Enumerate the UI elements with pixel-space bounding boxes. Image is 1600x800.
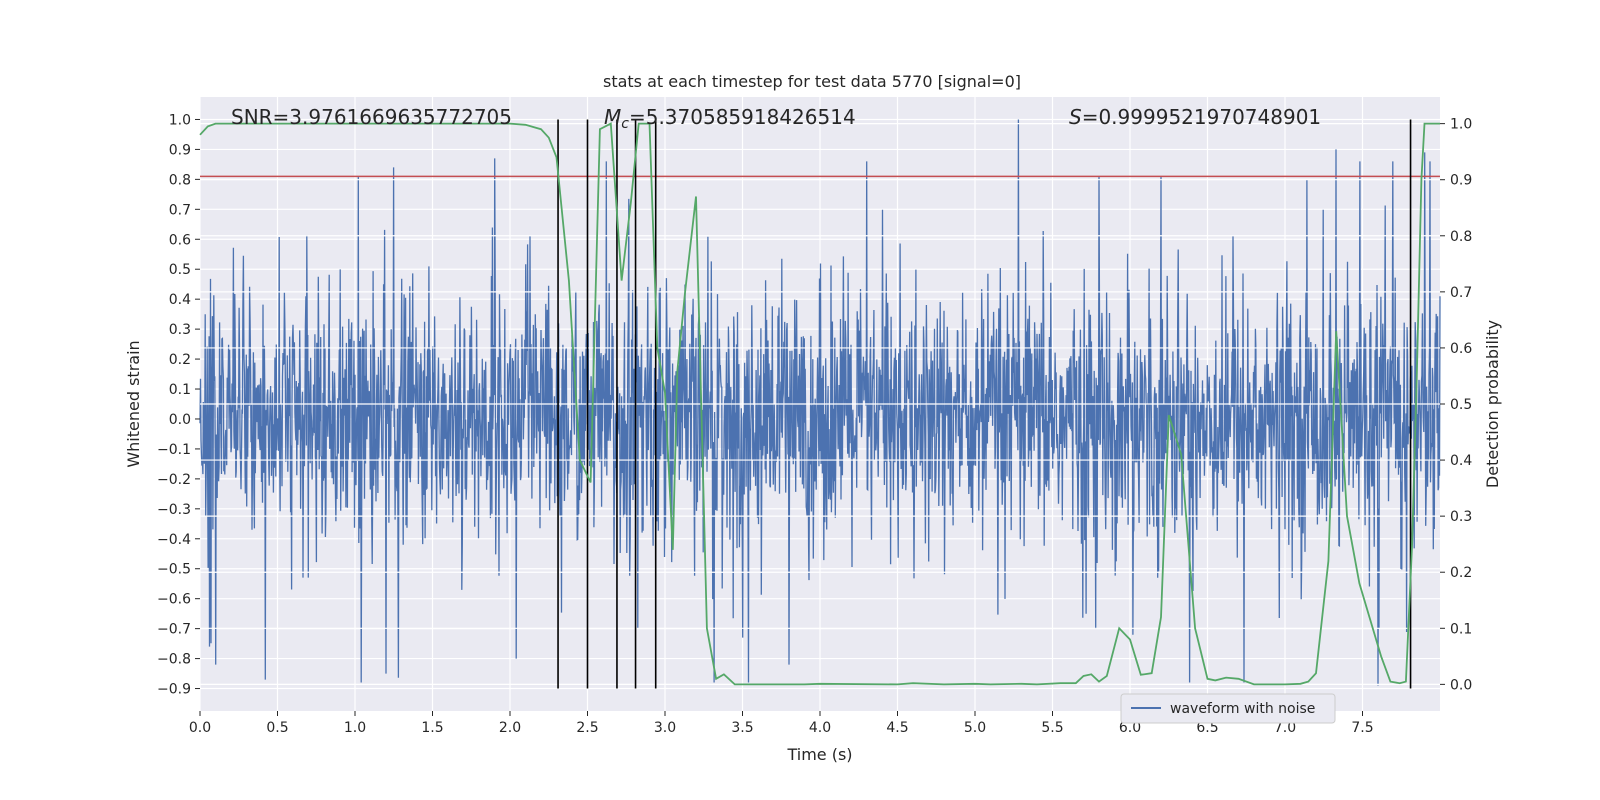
legend: waveform with noise (1120, 693, 1336, 724)
y-tick-label: −0.8 (157, 652, 191, 668)
y-tick-label: 0.7 (169, 202, 191, 218)
y2-tick-label: 0.5 (1450, 397, 1472, 413)
x-tick-label: 4.5 (886, 720, 908, 736)
y-tick-label: 0.5 (169, 262, 191, 278)
y-tick-label: 1.0 (169, 112, 191, 128)
x-tick-label: 1.0 (344, 720, 366, 736)
y-tick-label: −0.7 (157, 622, 191, 638)
mc-value: =5.370585918426514 (629, 105, 856, 129)
y-tick-label: 0.3 (169, 322, 191, 338)
s-annotation: S=0.9999521970748901 (1069, 105, 1321, 129)
snr-annotation: SNR=3.9761669635772705 (231, 105, 512, 129)
x-tick-label: 6.5 (1196, 720, 1218, 736)
y-tick-label: 0.1 (169, 382, 191, 398)
chart-title: stats at each timestep for test data 577… (603, 72, 1021, 91)
y2-tick-label: 0.3 (1450, 509, 1472, 525)
mc-symbol: M (604, 105, 621, 129)
y-axis-ticks: −0.9 −0.8 −0.7 −0.6 −0.5 −0.4 −0.3 −0.2 −0.1 0.0 0… (157, 112, 200, 698)
x-tick-label: 1.5 (421, 720, 443, 736)
y-tick-label: 0.2 (169, 352, 191, 368)
y-tick-label: 0.8 (169, 172, 191, 188)
detection-probability-line (199, 122, 1440, 686)
x-tick-label: 0.5 (266, 720, 288, 736)
y2-tick-label: 0.7 (1450, 285, 1472, 301)
y-tick-label: −0.4 (157, 532, 191, 548)
y2-axis-ticks: 0.0 0.1 0.2 0.3 0.4 0.5 0.6 0.7 0.8 0.9 1.0 (1440, 117, 1472, 693)
x-tick-label: 5.5 (1041, 720, 1063, 736)
y2-tick-label: 0.1 (1450, 621, 1472, 637)
vertical-markers (557, 119, 1412, 689)
x-tick-label: 0.0 (189, 720, 211, 736)
x-tick-label: 2.0 (499, 720, 521, 736)
x-tick-label: 2.5 (576, 720, 598, 736)
mc-annotation: Mc=5.370585918426514 (604, 105, 856, 132)
probability-series (199, 122, 1440, 686)
right-axis-gridlines (200, 123, 1440, 685)
x-tick-label: 4.0 (809, 720, 831, 736)
x-tick-label: 6.0 (1119, 720, 1141, 736)
legend-box (1120, 693, 1336, 724)
y2-tick-label: 0.2 (1450, 565, 1472, 581)
x-tick-label: 5.0 (964, 720, 986, 736)
y-tick-label: −0.2 (157, 472, 191, 488)
y-tick-label: −0.1 (157, 442, 191, 458)
y2-tick-label: 0.0 (1450, 677, 1472, 693)
y2-tick-label: 0.8 (1450, 229, 1472, 245)
y2-tick-label: 1.0 (1450, 117, 1472, 133)
y2-tick-label: 0.9 (1450, 173, 1472, 189)
x-tick-label: 3.5 (731, 720, 753, 736)
y-tick-label: 0.9 (169, 142, 191, 158)
y2-tick-label: 0.4 (1450, 453, 1472, 469)
x-axis-label: Time (s) (786, 745, 852, 764)
y2-axis-label: Detection probability (1483, 320, 1502, 488)
mc-subscript: c (621, 116, 629, 132)
y-tick-label: 0.4 (169, 292, 191, 308)
s-value: =0.9999521970748901 (1082, 105, 1321, 129)
y2-tick-label: 0.6 (1450, 341, 1472, 357)
x-tick-label: 7.5 (1351, 720, 1373, 736)
s-symbol: S (1069, 105, 1082, 129)
legend-entry: waveform with noise (1170, 701, 1315, 717)
y-tick-label: −0.5 (157, 562, 191, 578)
x-tick-label: 3.0 (654, 720, 676, 736)
x-axis-ticks: 0.0 0.5 1.0 1.5 2.0 2.5 3.0 3.5 4.0 4.5 5.0 5.5 6.0 6… (189, 711, 1374, 736)
waveform-series (199, 119, 1441, 686)
x-tick-label: 7.0 (1274, 720, 1296, 736)
y-tick-label: 0.0 (169, 412, 191, 428)
waveform-with-noise-line (199, 119, 1441, 686)
y-axis-label: Whitened strain (124, 340, 143, 467)
y-tick-label: −0.6 (157, 592, 191, 608)
y-tick-label: 0.6 (169, 232, 191, 248)
y-tick-label: −0.3 (157, 502, 191, 518)
y-tick-label: −0.9 (157, 682, 191, 698)
